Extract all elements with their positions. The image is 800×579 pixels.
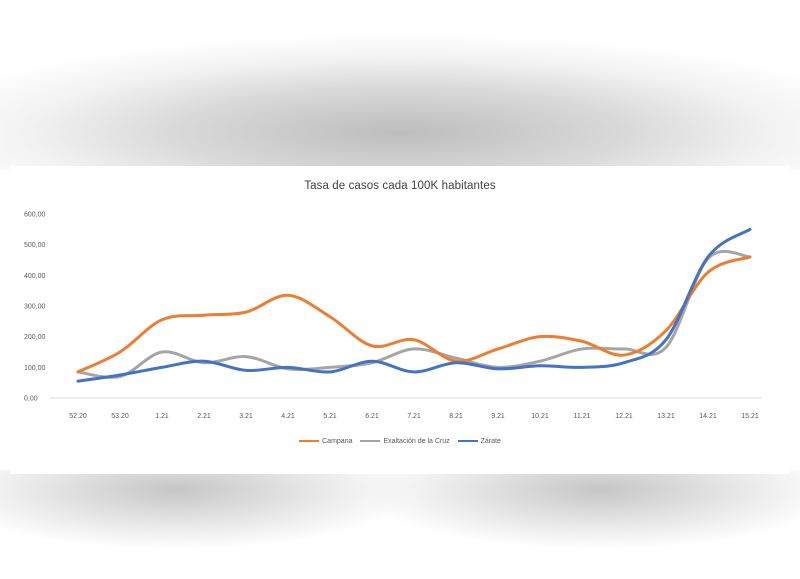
- x-tick-label: 14.21: [699, 413, 717, 420]
- background-bottom-blur: [0, 470, 800, 579]
- y-tick-label: 300,00: [24, 304, 46, 311]
- x-tick-label: 5.21: [323, 413, 337, 420]
- legend-swatch: [299, 440, 320, 443]
- x-tick-label: 9.21: [491, 413, 505, 420]
- y-tick-label: 600,00: [24, 212, 46, 219]
- legend-label: Zárate: [480, 438, 501, 445]
- x-tick-label: 11.21: [574, 413, 591, 420]
- x-tick-label: 4.21: [281, 413, 295, 420]
- series-line-2: [76, 227, 752, 383]
- y-tick-label: 200,00: [24, 334, 46, 341]
- x-tick-label: 8.21: [449, 413, 463, 420]
- background-top-blur: [0, 0, 800, 170]
- legend-item-0: Campana: [299, 438, 352, 445]
- chart-card: Tasa de casos cada 100K habitantes 0,00 1…: [10, 166, 790, 474]
- x-tick-label: 13.21: [657, 413, 675, 420]
- y-tick-label: 500,00: [24, 242, 46, 249]
- legend-swatch: [360, 440, 381, 443]
- chart-legend: Campana Exaltación de la Cruz Zárate: [10, 438, 790, 445]
- series-line-0: [76, 255, 752, 374]
- x-tick-label: 12.21: [615, 413, 633, 420]
- legend-swatch: [457, 440, 478, 443]
- legend-label: Exaltación de la Cruz: [383, 438, 450, 445]
- x-tick-label: 52.20: [69, 413, 87, 420]
- x-tick-label: 3.21: [239, 413, 253, 420]
- x-tick-label: 6.21: [365, 413, 379, 420]
- legend-item-2: Zárate: [457, 438, 501, 445]
- x-tick-label: 15.21: [741, 413, 759, 420]
- x-tick-label: 2.21: [197, 413, 211, 420]
- series-line-1: [76, 249, 752, 379]
- line-chart: 0,00 100,00 200,00 300,00 400,00 500,00 600,00…: [24, 212, 762, 420]
- x-tick-label: 53.20: [111, 413, 129, 420]
- x-tick-label: 7.21: [407, 413, 421, 420]
- legend-item-1: Exaltación de la Cruz: [360, 438, 450, 445]
- legend-label: Campana: [322, 438, 353, 445]
- chart-title: Tasa de casos cada 100K habitantes: [304, 180, 496, 192]
- x-tick-label: 10.21: [531, 413, 549, 420]
- y-tick-label: 400,00: [24, 273, 46, 280]
- x-tick-label: 1.21: [155, 413, 169, 420]
- y-tick-label: 100,00: [24, 365, 46, 372]
- y-tick-label: 0,00: [24, 396, 38, 403]
